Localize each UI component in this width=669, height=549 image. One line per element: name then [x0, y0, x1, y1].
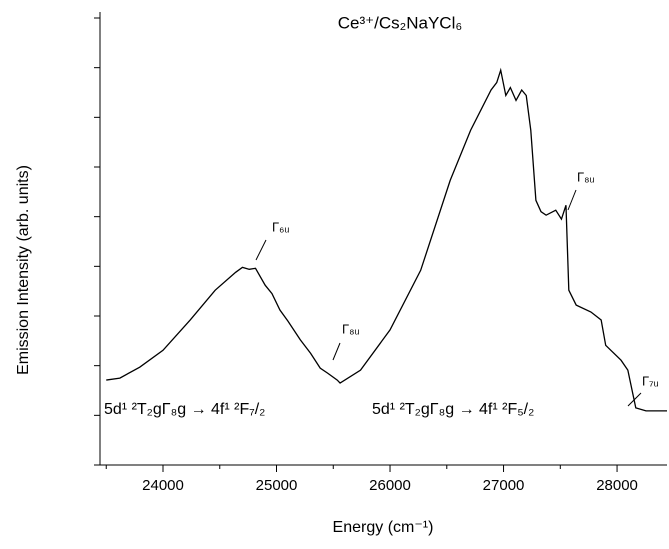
x-tick-label: 26000 — [369, 477, 411, 494]
transition-label: 5d¹ ²T₂gΓ₈g → 4f¹ ²F₅/₂ — [372, 401, 534, 418]
arrow — [567, 189, 577, 211]
arrow — [255, 239, 267, 261]
annotation: Γ₆ᵤ — [272, 219, 289, 234]
arrow — [332, 342, 341, 361]
annotation: Γ₈ᵤ — [342, 321, 360, 336]
x-tick-label: 24000 — [142, 477, 184, 494]
x-axis-label: Energy (cm⁻¹) — [333, 519, 434, 536]
x-tick-label: 25000 — [256, 477, 298, 494]
annotation: Γ₈ᵤ — [577, 169, 595, 184]
transition-label: 5d¹ ²T₂gΓ₈g → 4f¹ ²F₇/₂ — [104, 401, 265, 418]
x-tick-label: 27000 — [483, 477, 525, 494]
annotation: Γ₇ᵤ — [642, 373, 659, 388]
y-axis-label: Emission Intensity (arb. units) — [15, 165, 32, 375]
chart-title: Ce³⁺/Cs₂NaYCl₆ — [338, 13, 462, 32]
spectrum-line — [106, 67, 667, 412]
x-tick-label: 28000 — [596, 477, 638, 494]
